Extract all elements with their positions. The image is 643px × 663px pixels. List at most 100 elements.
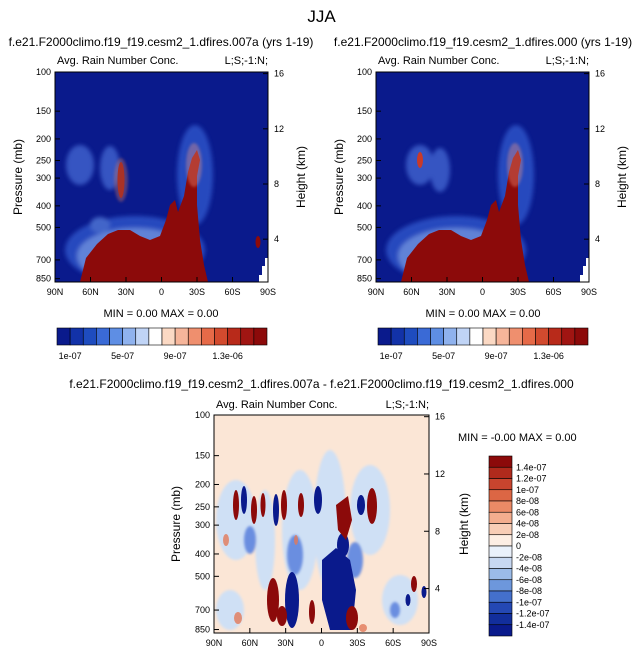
panel-c-negative-regions <box>241 486 427 630</box>
panel-a-rain-core <box>80 150 208 282</box>
y-tick-label: 150 <box>36 106 51 116</box>
colorbar-label: 6e-08 <box>516 507 539 517</box>
x-tick-label: 0 <box>159 287 164 297</box>
panel-a-ylabel: Pressure (mb) <box>11 139 25 215</box>
y-tick-label: 500 <box>195 571 210 581</box>
x-tick-label: 90S <box>581 287 597 297</box>
panel-c-heatmap <box>214 415 429 633</box>
x-tick-label: 60S <box>224 287 240 297</box>
colorbar-swatch <box>135 327 150 346</box>
y-right-tick-label: 16 <box>435 412 445 422</box>
y-tick-label: 250 <box>36 155 51 165</box>
panel-a-heatmap <box>55 72 268 282</box>
x-tick-label: 90S <box>421 638 437 648</box>
colorbar-swatch <box>488 455 513 468</box>
panel-c-axes: 90N 60N 30N 0 30S 60S 90S 100 150 200 250 300 400 500… <box>195 410 445 648</box>
colorbar-label: 9e-07 <box>485 351 508 361</box>
panel-b-stats: MIN = 0.00 MAX = 0.00 <box>426 308 541 320</box>
colorbar-swatch <box>148 327 163 346</box>
colorbar-swatch <box>488 466 513 479</box>
colorbar-swatch <box>488 478 513 491</box>
colorbar-label: 9e-07 <box>164 351 187 361</box>
panel-c-stats: MIN = -0.00 MAX = 0.00 <box>458 432 577 444</box>
x-tick-label: 90N <box>368 287 385 297</box>
colorbar-swatch <box>488 534 513 547</box>
x-tick-label: 0 <box>319 638 324 648</box>
colorbar-label: 2e-08 <box>516 530 539 540</box>
panel-a-colorbar: 1e-07 5e-07 9e-07 1.3e-06 <box>56 327 268 361</box>
colorbar-label: 1.4e-07 <box>516 462 547 472</box>
colorbar-label: 1.3e-06 <box>212 351 243 361</box>
y-tick-label: 300 <box>357 173 372 183</box>
panel-c-subtitle: Avg. Rain Number Conc. <box>216 399 337 411</box>
colorbar-swatch <box>469 327 484 346</box>
colorbar-swatch <box>488 613 513 626</box>
colorbar-swatch <box>161 327 176 346</box>
colorbar-swatch <box>56 327 71 346</box>
panel-b-blob <box>417 152 423 168</box>
y-right-tick-label: 16 <box>595 69 605 79</box>
colorbar-swatch <box>548 327 563 346</box>
panel-b-rain-core <box>401 150 529 282</box>
y-tick-label: 200 <box>357 134 372 144</box>
colorbar-swatch <box>109 327 123 346</box>
y-right-tick-label: 4 <box>274 234 279 244</box>
y-tick-label: 400 <box>195 549 210 559</box>
colorbar-swatch <box>522 327 536 346</box>
colorbar-swatch <box>403 327 418 346</box>
x-tick-label: 30N <box>118 287 135 297</box>
y-tick-label: 500 <box>357 222 372 232</box>
colorbar-label: 1e-07 <box>516 485 539 495</box>
colorbar-swatch <box>488 500 513 513</box>
colorbar-swatch <box>201 327 215 346</box>
colorbar-swatch <box>488 601 513 614</box>
y-right-tick-label: 12 <box>595 124 605 134</box>
x-tick-label: 60N <box>82 287 99 297</box>
y-tick-label: 150 <box>195 451 210 461</box>
colorbar-swatch <box>69 327 84 346</box>
colorbar-label: 1.2e-07 <box>516 474 547 484</box>
y-tick-label: 700 <box>357 255 372 265</box>
colorbar-label: 8e-08 <box>516 496 539 506</box>
y-tick-label: 200 <box>195 479 210 489</box>
x-tick-label: 60N <box>403 287 420 297</box>
panel-b-axes: 90N 60N 30N 0 30S 60S 90S 100 150 200 250 300 400 500… <box>357 67 605 297</box>
colorbar-swatch <box>443 327 458 346</box>
colorbar-swatch <box>488 545 513 558</box>
colorbar-label: -1e-07 <box>516 597 542 607</box>
x-tick-label: 30N <box>277 638 294 648</box>
y-right-tick-label: 4 <box>435 584 440 594</box>
y-right-tick-label: 16 <box>274 69 284 79</box>
x-tick-label: 30S <box>349 638 365 648</box>
colorbar-swatch <box>488 489 513 502</box>
panel-a-axes: 90N 60N 30N 0 30S 60S 90S 100 150 200 250 300 400 500… <box>36 67 284 297</box>
colorbar-label: 0 <box>516 541 521 551</box>
colorbar-label: 4e-08 <box>516 519 539 529</box>
x-tick-label: 60S <box>385 638 401 648</box>
y-tick-label: 850 <box>357 274 372 284</box>
y-right-tick-label: 12 <box>274 124 284 134</box>
x-tick-label: 0 <box>480 287 485 297</box>
y-tick-label: 300 <box>36 173 51 183</box>
colorbar-label: -1.2e-07 <box>516 609 550 619</box>
panel-a-blob <box>255 236 261 248</box>
x-tick-label: 90S <box>260 287 276 297</box>
colorbar-label: -8e-08 <box>516 586 542 596</box>
colorbar-label: 1e-07 <box>380 351 403 361</box>
colorbar-swatch <box>488 556 513 569</box>
y-tick-label: 100 <box>357 67 372 77</box>
colorbar-label: 1e-07 <box>59 351 82 361</box>
colorbar-swatch <box>488 523 513 536</box>
colorbar-swatch <box>96 327 110 346</box>
y-right-tick-label: 8 <box>595 179 600 189</box>
colorbar-swatch <box>488 624 513 637</box>
colorbar-swatch <box>488 579 513 592</box>
panel-a-subtitle: Avg. Rain Number Conc. <box>57 55 178 67</box>
colorbar-label: -6e-08 <box>516 575 542 585</box>
y-right-tick-label: 8 <box>435 526 440 536</box>
panel-b-subtitle: Avg. Rain Number Conc. <box>378 55 499 67</box>
colorbar-label: 1.3e-06 <box>533 351 564 361</box>
colorbar-swatch <box>508 327 523 346</box>
panel-c: f.e21.F2000climo.f19_f19.cesm2_1.dfires.… <box>69 377 576 648</box>
